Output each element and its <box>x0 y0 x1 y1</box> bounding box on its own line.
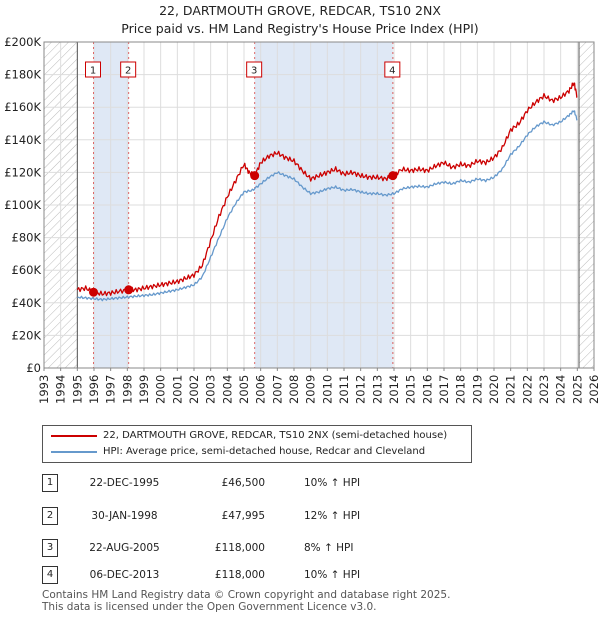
x-tick-label: 2013 <box>370 375 384 404</box>
sale-point <box>388 171 398 181</box>
plot-frame <box>43 41 595 369</box>
transaction-date: 06-DEC-2013 <box>89 569 160 581</box>
transaction-date: 30-JAN-1998 <box>91 510 158 522</box>
x-tick-label: 2020 <box>487 375 501 404</box>
sale-label: 3 <box>251 66 257 77</box>
sale-label-box <box>246 61 263 78</box>
x-tick-label: 2009 <box>304 375 318 404</box>
x-tick-label: 2017 <box>437 375 451 404</box>
legend-swatch-property <box>51 435 97 437</box>
x-tick-label: 1993 <box>37 375 51 404</box>
sale-label-box <box>85 61 101 78</box>
transaction-date: 22-AUG-2005 <box>89 542 160 554</box>
x-tick-label: 2008 <box>287 375 301 404</box>
x-tick-label: 2025 <box>570 375 584 404</box>
x-tick-label: 2007 <box>270 375 284 404</box>
x-tick-label: 2023 <box>537 375 551 404</box>
x-tick-label: 2015 <box>404 375 418 404</box>
sale-point <box>124 285 134 295</box>
legend-label-hpi: HPI: Average price, semi-detached house,… <box>103 446 426 457</box>
sale-label: 2 <box>125 66 131 77</box>
x-tick-label: 2010 <box>320 375 334 404</box>
x-tick-label: 2022 <box>520 375 534 404</box>
transaction-price: £118,000 <box>214 569 265 581</box>
transaction-hpi-change: 8% ↑ HPI <box>304 542 354 554</box>
x-tick-label: 2024 <box>554 375 568 404</box>
sale-label: 4 <box>389 66 395 77</box>
transaction-hpi-change: 12% ↑ HPI <box>304 510 361 522</box>
transaction-price: £46,500 <box>221 477 265 489</box>
y-tick-label: £80K <box>12 231 42 245</box>
x-tick-label: 1996 <box>87 375 101 404</box>
transaction-number: 1 <box>42 474 58 492</box>
y-tick-label: £200K <box>4 35 41 49</box>
transaction-price: £118,000 <box>214 542 265 554</box>
x-tick-label: 1995 <box>70 375 84 404</box>
transaction-hpi-change: 10% ↑ HPI <box>304 569 361 581</box>
sale-label-box <box>384 61 401 78</box>
transaction-price: £47,995 <box>221 510 265 522</box>
x-tick-label: 1997 <box>104 375 118 404</box>
y-tick-label: £180K <box>4 68 41 82</box>
x-tick-label: 2000 <box>154 375 168 404</box>
price-chart: 1 2 3 4 £0 £20K £40K £60K £80K £100K £120K £140K £1… <box>4 35 600 404</box>
x-tick-label: 2006 <box>254 375 268 404</box>
x-tick-label: 2021 <box>504 375 518 404</box>
x-tick-label: 2005 <box>237 375 251 404</box>
x-tick-label: 2016 <box>420 375 434 404</box>
x-tick-label: 2026 <box>587 375 600 404</box>
legend-swatch-hpi <box>51 451 97 453</box>
x-tick-label: 2014 <box>387 375 401 404</box>
transaction-number: 2 <box>42 507 58 525</box>
x-tick-label: 2018 <box>454 375 468 404</box>
x-tick-label: 1999 <box>137 375 151 404</box>
footer-licence: This data is licensed under the Open Gov… <box>42 601 377 613</box>
x-tick-label: 2001 <box>170 375 184 404</box>
footer-copyright: Contains HM Land Registry data © Crown c… <box>42 589 451 601</box>
sale-point <box>89 287 98 297</box>
chart-title: 22, DARTMOUTH GROVE, REDCAR, TS10 2NX <box>159 3 441 18</box>
y-tick-label: £120K <box>4 165 41 179</box>
x-tick-label: 2002 <box>187 375 201 404</box>
y-tick-label: £160K <box>4 100 41 114</box>
legend-label-property: 22, DARTMOUTH GROVE, REDCAR, TS10 2NX (s… <box>103 430 448 441</box>
sale-label: 1 <box>90 66 96 77</box>
sale-label-box <box>120 61 137 78</box>
y-tick-label: £20K <box>12 328 42 342</box>
x-tick-label: 2004 <box>220 375 234 404</box>
chart-legend: 22, DARTMOUTH GROVE, REDCAR, TS10 2NX (s… <box>42 425 472 463</box>
x-tick-label: 1994 <box>54 375 68 404</box>
y-tick-label: £0 <box>26 361 41 375</box>
y-tick-label: £100K <box>4 198 41 212</box>
hpi-line <box>77 110 578 302</box>
y-tick-label: £60K <box>12 263 42 277</box>
x-tick-label: 2003 <box>204 375 218 404</box>
transaction-hpi-change: 10% ↑ HPI <box>304 477 361 489</box>
x-tick-label: 2019 <box>470 375 484 404</box>
chart-subtitle: Price paid vs. HM Land Registry's House … <box>121 21 479 36</box>
sale-point <box>250 171 260 181</box>
y-tick-label: £40K <box>12 296 42 310</box>
x-tick-label: 1998 <box>120 375 134 404</box>
transaction-number: 4 <box>42 566 58 584</box>
transaction-number: 3 <box>42 539 58 557</box>
transaction-date: 22-DEC-1995 <box>89 477 160 489</box>
x-tick-label: 2011 <box>337 375 351 404</box>
x-tick-label: 2012 <box>354 375 368 404</box>
property-price-line <box>76 82 578 297</box>
y-tick-label: £140K <box>4 133 41 147</box>
